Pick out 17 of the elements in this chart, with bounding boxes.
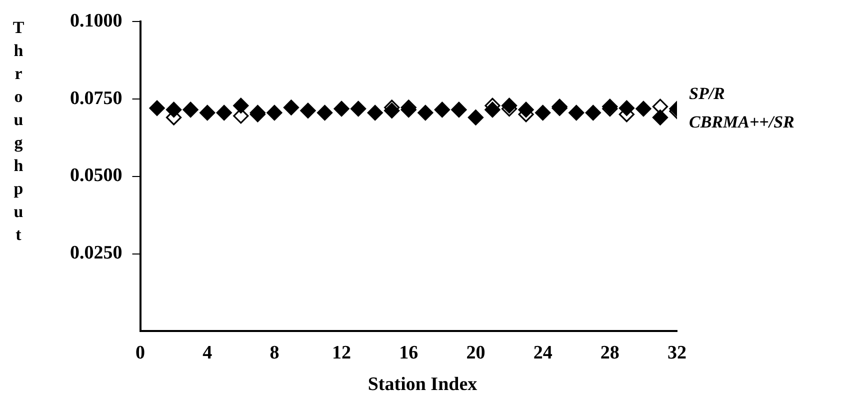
y-axis-title: Throughput [8, 18, 28, 248]
x-tick-label: 8 [270, 342, 280, 364]
x-axis-title: Station Index [366, 374, 478, 396]
series-label: CBRMA++/SR [689, 112, 794, 132]
x-tick-label: 0 [136, 342, 145, 364]
x-tick-label: 32 [668, 342, 686, 364]
x-tick-label: 20 [466, 342, 486, 364]
y-tick-label: 0.0750 [70, 88, 122, 109]
x-tick-label: 28 [600, 342, 620, 364]
y-tick-label: 0.1000 [70, 10, 122, 32]
x-tick-label: 12 [332, 342, 352, 364]
x-tick-label: 16 [399, 342, 418, 364]
x-tick-label: 4 [202, 342, 213, 364]
x-tick-label: 24 [533, 342, 553, 364]
y-tick-label: 0.0250 [70, 242, 122, 264]
series-label: SP/R [689, 84, 725, 104]
y-tick-label: 0.0500 [70, 165, 122, 186]
